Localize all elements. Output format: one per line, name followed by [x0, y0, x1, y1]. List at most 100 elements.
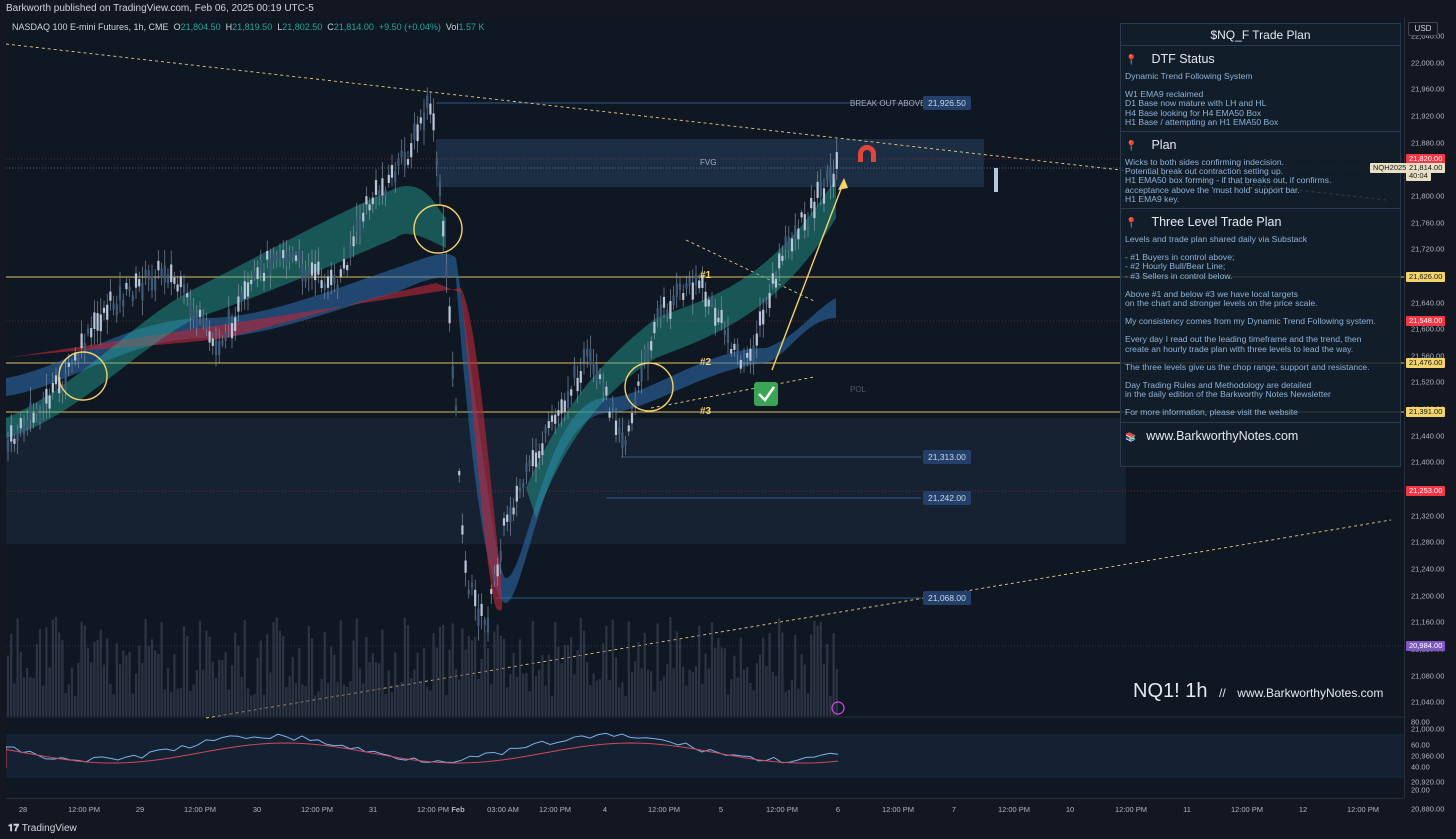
- candle-body: [182, 284, 186, 293]
- legend-volume: 1.57 K: [458, 22, 485, 32]
- candle-body: [38, 413, 42, 422]
- candle-body: [797, 228, 800, 240]
- candle-body: [166, 274, 170, 284]
- volume-bar: [291, 656, 294, 716]
- candle-body: [102, 307, 106, 313]
- volume-bar: [790, 679, 794, 716]
- candle-body: [598, 374, 602, 380]
- candle-body: [390, 164, 394, 178]
- breakout-price-tag[interactable]: 21,926.50: [923, 96, 971, 110]
- candle-body: [224, 332, 227, 341]
- volume-bar: [192, 684, 195, 716]
- volume-bar: [810, 634, 813, 716]
- plan-text-line: - #3 Sellers in control below.: [1125, 270, 1233, 281]
- candle-body: [262, 272, 266, 282]
- ema-ribbon-teal-2: [526, 178, 836, 518]
- volume-bar: [410, 678, 413, 716]
- candle-body: [822, 188, 826, 204]
- volume-bar: [397, 684, 400, 716]
- volume-bar: [458, 679, 461, 716]
- candle-body: [506, 514, 509, 522]
- candle-body: [285, 252, 288, 265]
- candle-body: [691, 282, 694, 300]
- volume-bar: [688, 669, 691, 716]
- candle-body: [829, 166, 832, 184]
- candle-body: [525, 463, 528, 472]
- candle-body: [602, 382, 605, 393]
- volume-bar: [406, 625, 410, 716]
- volume-bar: [499, 635, 502, 716]
- volume-bar: [749, 682, 752, 716]
- price-label-21820: 21,820.00: [1406, 154, 1446, 164]
- candle-body: [374, 180, 378, 195]
- volume-bar: [131, 693, 134, 716]
- candle-body: [154, 278, 157, 291]
- volume-bar: [243, 620, 246, 716]
- volume-bar: [99, 629, 102, 716]
- website-link[interactable]: www.BarkworthyNotes.com: [1146, 428, 1299, 443]
- volume-bar: [778, 618, 781, 716]
- candle-body: [240, 292, 243, 303]
- volume-bar: [704, 653, 707, 716]
- time-axis[interactable]: 28 12:00 PM 29 12:00 PM 30 12:00 PM 31 12:00 PM…: [6, 798, 1404, 818]
- volume-bar: [378, 663, 381, 716]
- candle-body: [742, 356, 746, 363]
- volume-bar: [634, 661, 637, 716]
- volume-bar: [112, 694, 115, 716]
- chart-canvas[interactable]: [6, 18, 1404, 798]
- footer-brand: TradingView: [21, 823, 77, 834]
- candle-body: [259, 259, 262, 271]
- candle-body: [365, 196, 368, 205]
- volume-bar: [42, 685, 45, 716]
- volume-bar: [38, 628, 42, 716]
- candle-body: [637, 381, 640, 386]
- candle-body: [243, 281, 246, 299]
- candle-body: [573, 365, 576, 379]
- volume-bar: [512, 652, 515, 716]
- website-row[interactable]: 📚 www.BarkworthyNotes.com: [1121, 423, 1400, 449]
- volume-bar: [531, 621, 534, 716]
- volume-bar: [102, 664, 106, 716]
- target-21242-tag[interactable]: 21,242.00: [923, 491, 971, 505]
- candle-body: [384, 189, 387, 197]
- legend-symbol: NASDAQ 100 E-mini Futures, 1h, CME: [12, 22, 169, 32]
- volume-bar: [445, 694, 448, 716]
- volume-bar: [730, 679, 733, 716]
- dtf-lines: Dynamic Trend Following System W1 EMA9 re…: [1125, 71, 1396, 127]
- volume-bar: [698, 625, 701, 716]
- currency-badge[interactable]: USD: [1408, 22, 1438, 36]
- volume-bar: [650, 671, 653, 716]
- target-21313-tag[interactable]: 21,313.00: [923, 450, 971, 464]
- volume-bar: [202, 669, 205, 716]
- candle-body: [595, 364, 598, 381]
- footer-bar: 𝟏𝟕 TradingView: [0, 818, 1456, 839]
- target-21068-tag[interactable]: 21,068.00: [923, 591, 971, 605]
- candle-body: [653, 321, 656, 334]
- volume-bar: [710, 622, 714, 716]
- volume-bar: [298, 647, 301, 716]
- candle-body: [534, 452, 538, 468]
- candle-body: [618, 427, 621, 435]
- candle-body: [458, 470, 461, 476]
- volume-bar: [381, 629, 384, 716]
- candle-body: [397, 158, 400, 166]
- volume-bar: [304, 686, 307, 716]
- volume-bar: [394, 652, 397, 716]
- volume-bar: [835, 669, 838, 716]
- volume-bar: [538, 669, 541, 716]
- time-tick: 11: [1183, 805, 1191, 814]
- volume-bar: [186, 635, 189, 716]
- volume-bar: [310, 638, 314, 716]
- volume-bar: [400, 681, 403, 716]
- volume-bar: [16, 618, 19, 716]
- current-price-label: 21,814.00: [1406, 163, 1446, 173]
- volume-bar: [573, 674, 576, 716]
- candle-body: [646, 349, 650, 365]
- price-tick: 21,240.00: [1411, 564, 1445, 574]
- volume-bar: [685, 685, 688, 716]
- candle-body: [330, 269, 333, 286]
- time-tick: 12:00 PM: [1346, 805, 1380, 814]
- price-tick: 21,440.00: [1411, 431, 1445, 441]
- candle-body: [336, 284, 339, 294]
- candle-body: [122, 299, 125, 307]
